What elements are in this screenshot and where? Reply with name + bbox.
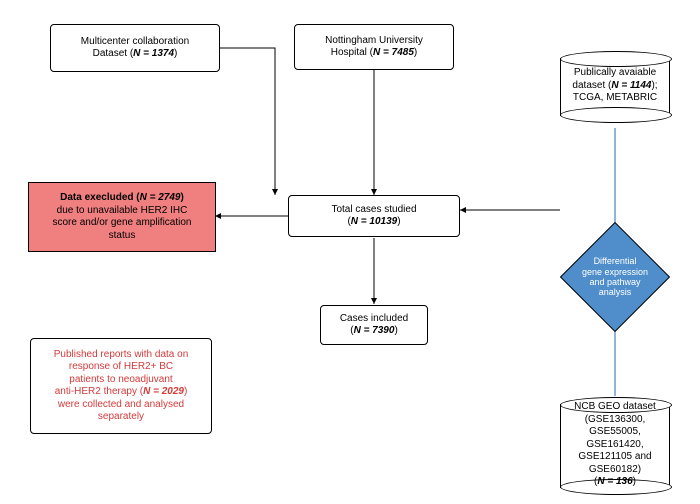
flowchart-canvas: Multicenter collaboration Dataset (N = 1… (0, 0, 700, 504)
node-total: Total cases studied (N = 10139) (288, 195, 460, 237)
excluded-title: Data execluded (N = 2749) (60, 192, 184, 205)
multicenter-line2: Dataset (N = 1374) (93, 48, 178, 61)
nottingham-line1: Nottingham University (325, 35, 423, 48)
diamond-text: Differential gene expression and pathway… (580, 256, 650, 297)
node-diamond: Differential gene expression and pathway… (576, 238, 654, 316)
node-multicenter: Multicenter collaboration Dataset (N = 1… (50, 24, 220, 72)
node-nottingham: Nottingham University Hospital (N = 7485… (294, 24, 454, 70)
ncb-content: NCB GEO dataset (GSE136300, GSE55005, GS… (574, 401, 656, 489)
public-dataset-content: Publically avaiable dataset (N = 1144); … (572, 67, 657, 105)
node-ncb-geo: NCB GEO dataset (GSE136300, GSE55005, GS… (560, 404, 670, 488)
node-excluded: Data execluded (N = 2749) due to unavail… (28, 182, 216, 252)
multicenter-line1: Multicenter collaboration (81, 36, 189, 49)
nottingham-line2: Hospital (N = 7485) (331, 47, 417, 60)
node-public-dataset: Publically avaiable dataset (N = 1144); … (560, 58, 670, 116)
node-published: Published reports with data on response … (30, 338, 212, 434)
node-included: Cases included (N = 7390) (320, 305, 428, 345)
